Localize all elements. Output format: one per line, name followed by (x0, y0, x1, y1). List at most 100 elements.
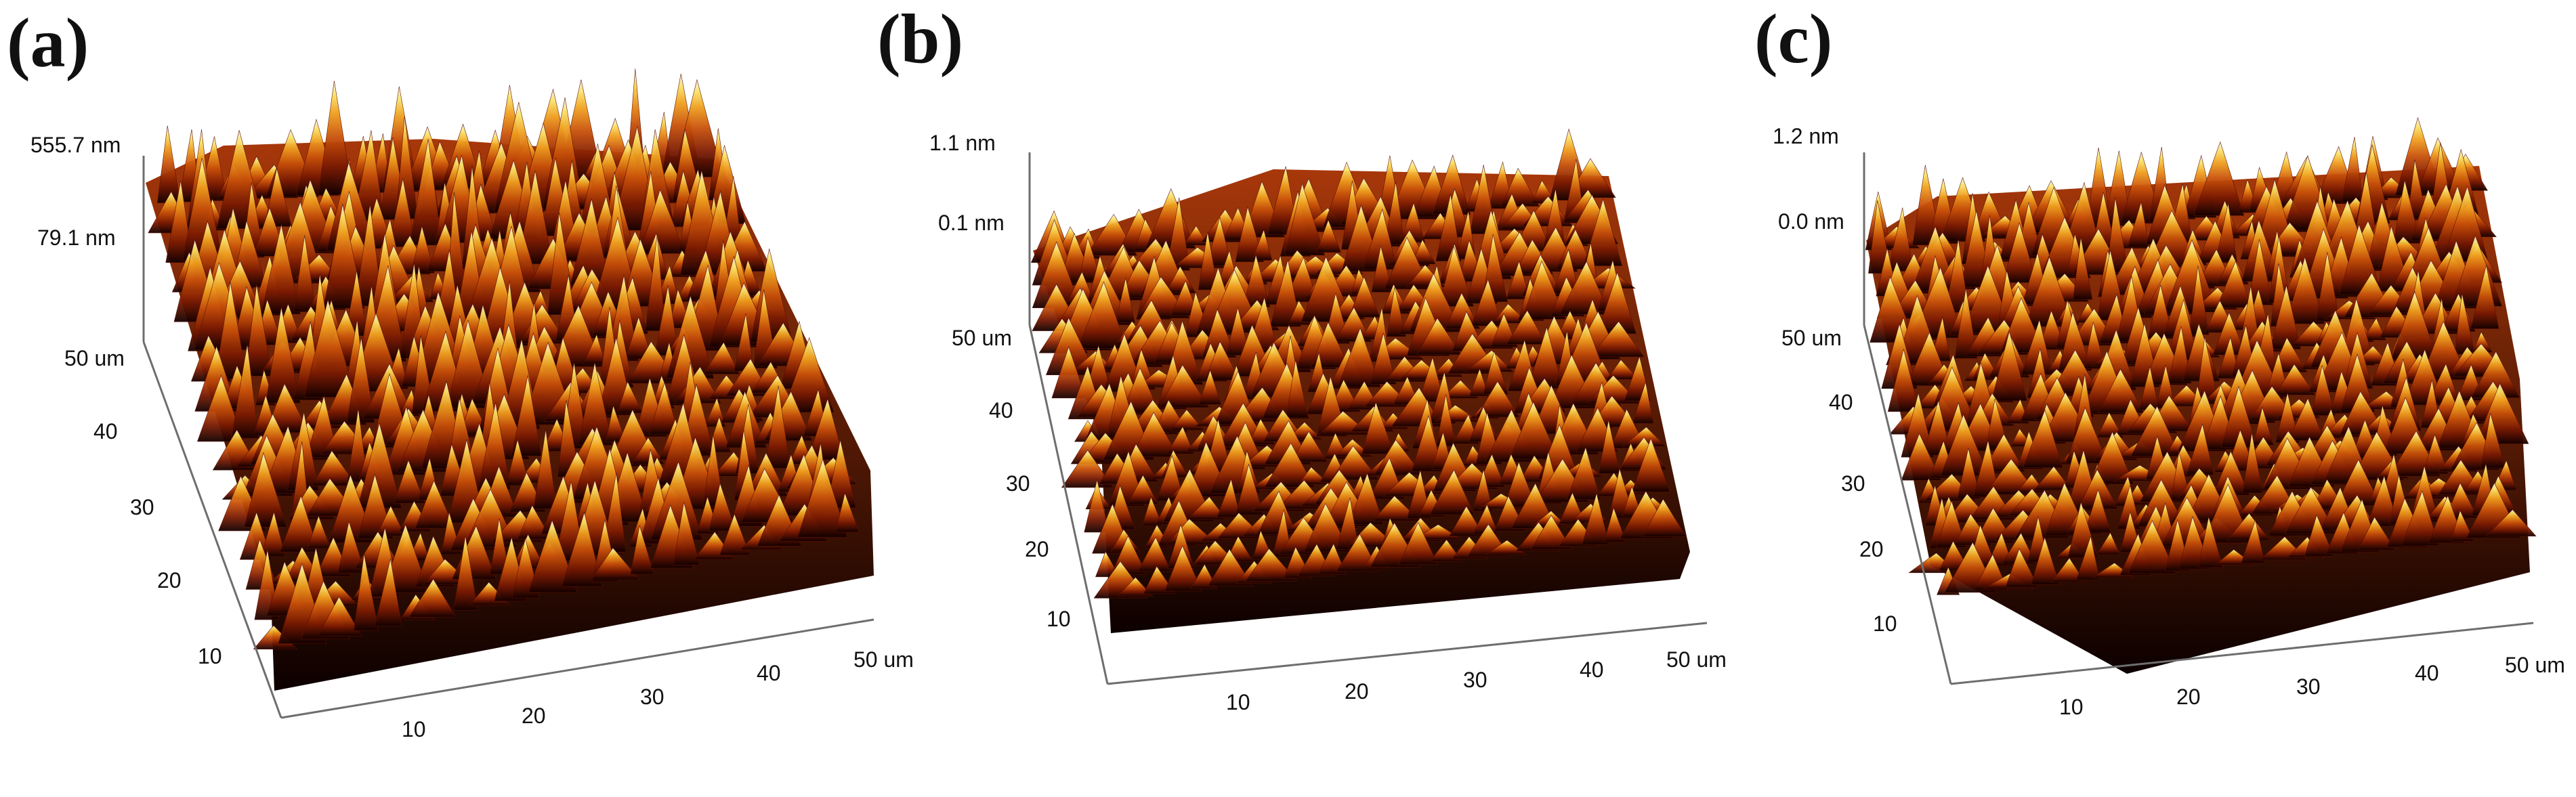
surface-peak (1264, 442, 1315, 488)
y-axis (1863, 324, 1952, 685)
x-axis (1950, 622, 2534, 685)
surface-peak (2422, 433, 2449, 475)
surface-peak (1170, 280, 1199, 316)
surface-peak (2216, 260, 2252, 308)
surface-peak (317, 596, 362, 637)
surface-peak (374, 558, 402, 626)
x-tick: 50 um (2505, 653, 2565, 677)
surface-peak (1418, 356, 1445, 402)
surface-peak (1349, 276, 1380, 318)
y-tick: 30 (1006, 471, 1030, 496)
surface-peak (1590, 321, 1645, 358)
surface-peak (381, 523, 429, 593)
surface-peak (2127, 202, 2150, 248)
y-tick: 50 um (64, 346, 125, 370)
x-tick: 30 (2296, 674, 2321, 699)
surface-peak (1131, 412, 1179, 457)
surface-peak (1606, 359, 1639, 380)
surface-peak (511, 375, 542, 456)
panel-b: (b) 1.1 nm 0.1 nm 50 um 40 30 20 10 10 2… (877, 0, 1727, 714)
surface-peak (709, 482, 736, 532)
afm-surface-peaks (148, 68, 860, 649)
surface-peak (307, 515, 331, 549)
surface-peak (1251, 229, 1273, 261)
surface-peak (1051, 346, 1086, 399)
surface-peak (1115, 278, 1135, 323)
surface-peak (719, 513, 751, 556)
surface-peak (1078, 237, 1102, 282)
surface-peak (2285, 486, 2337, 534)
x-tick: 30 (1463, 668, 1487, 692)
surface-peak (260, 511, 286, 557)
surface-peak (1348, 473, 1384, 525)
x-tick: 10 (2059, 695, 2084, 719)
surface-peak (639, 189, 686, 254)
surface-peak (2089, 431, 2134, 485)
surface-peak (1441, 379, 1479, 399)
y-tick: 10 (1047, 607, 1071, 631)
surface-peak (2050, 557, 2086, 583)
panel-label: (c) (1754, 0, 1832, 78)
surface-peak (337, 520, 366, 574)
x-tick: 40 (757, 661, 781, 685)
x-tick: 30 (640, 685, 664, 709)
surface-peak (2304, 514, 2334, 557)
afm-surface-peaks (1030, 128, 1687, 599)
surface-peak (1370, 332, 1397, 385)
surface-peak (2226, 513, 2271, 540)
surface-peak (703, 341, 740, 374)
surface-peak (630, 525, 654, 575)
surface-peak (2031, 536, 2060, 585)
y-tick: 20 (1859, 537, 1884, 561)
surface-peak (1887, 349, 1920, 412)
surface-peak (1598, 420, 1621, 474)
surface-peak (279, 495, 319, 553)
surface-peak (1331, 445, 1379, 480)
surface-peak (2366, 475, 2399, 527)
surface-peak (1122, 367, 1160, 413)
surface-peak (533, 429, 557, 509)
surface-peak (528, 519, 578, 593)
surface-peak (2096, 532, 2121, 555)
surface-peak (410, 225, 435, 274)
surface-peak (156, 125, 181, 203)
surface-peak (1206, 216, 1232, 266)
surface-peak (1166, 426, 1195, 454)
surface-peak (1084, 479, 1110, 533)
surface-peak (1371, 246, 1393, 293)
surface-peak (2315, 252, 2340, 322)
x-tick: 20 (1345, 679, 1369, 704)
surface-peak (1954, 288, 1978, 359)
surface-peak (616, 381, 643, 414)
surface-peak (1164, 545, 1202, 592)
surface-peak (1385, 181, 1406, 245)
surface-peak (1217, 478, 1241, 517)
surface-peak (1303, 502, 1351, 553)
surface-peak (2287, 397, 2325, 441)
surface-peak (2357, 516, 2396, 551)
surface-peak (1603, 507, 1627, 543)
surface-peak (1170, 409, 1205, 431)
y-tick: 40 (989, 398, 1013, 423)
x-axis (1107, 622, 1708, 685)
surface-peak (215, 282, 247, 380)
surface-peak (782, 337, 835, 413)
surface-peak (2485, 509, 2537, 537)
surface-peak (2128, 520, 2177, 574)
surface-peak (1411, 239, 1436, 265)
surface-peak (2084, 322, 2106, 369)
surface-peak (2033, 466, 2072, 491)
surface-peak (605, 404, 627, 443)
surface-peak (2470, 265, 2499, 329)
surface-peak (506, 439, 530, 486)
surface-peak (1901, 433, 1942, 481)
surface-peak (1361, 401, 1395, 454)
surface-peak (835, 492, 860, 533)
surface-peak (2407, 159, 2428, 219)
surface-peak (2197, 517, 2223, 568)
panel-a: (a) 555.7 nm 79.1 nm 50 um 40 30 20 10 1… (7, 4, 914, 741)
surface-peak (1257, 490, 1297, 535)
panel-label: (a) (7, 4, 89, 82)
surface-peak (1923, 400, 1952, 456)
